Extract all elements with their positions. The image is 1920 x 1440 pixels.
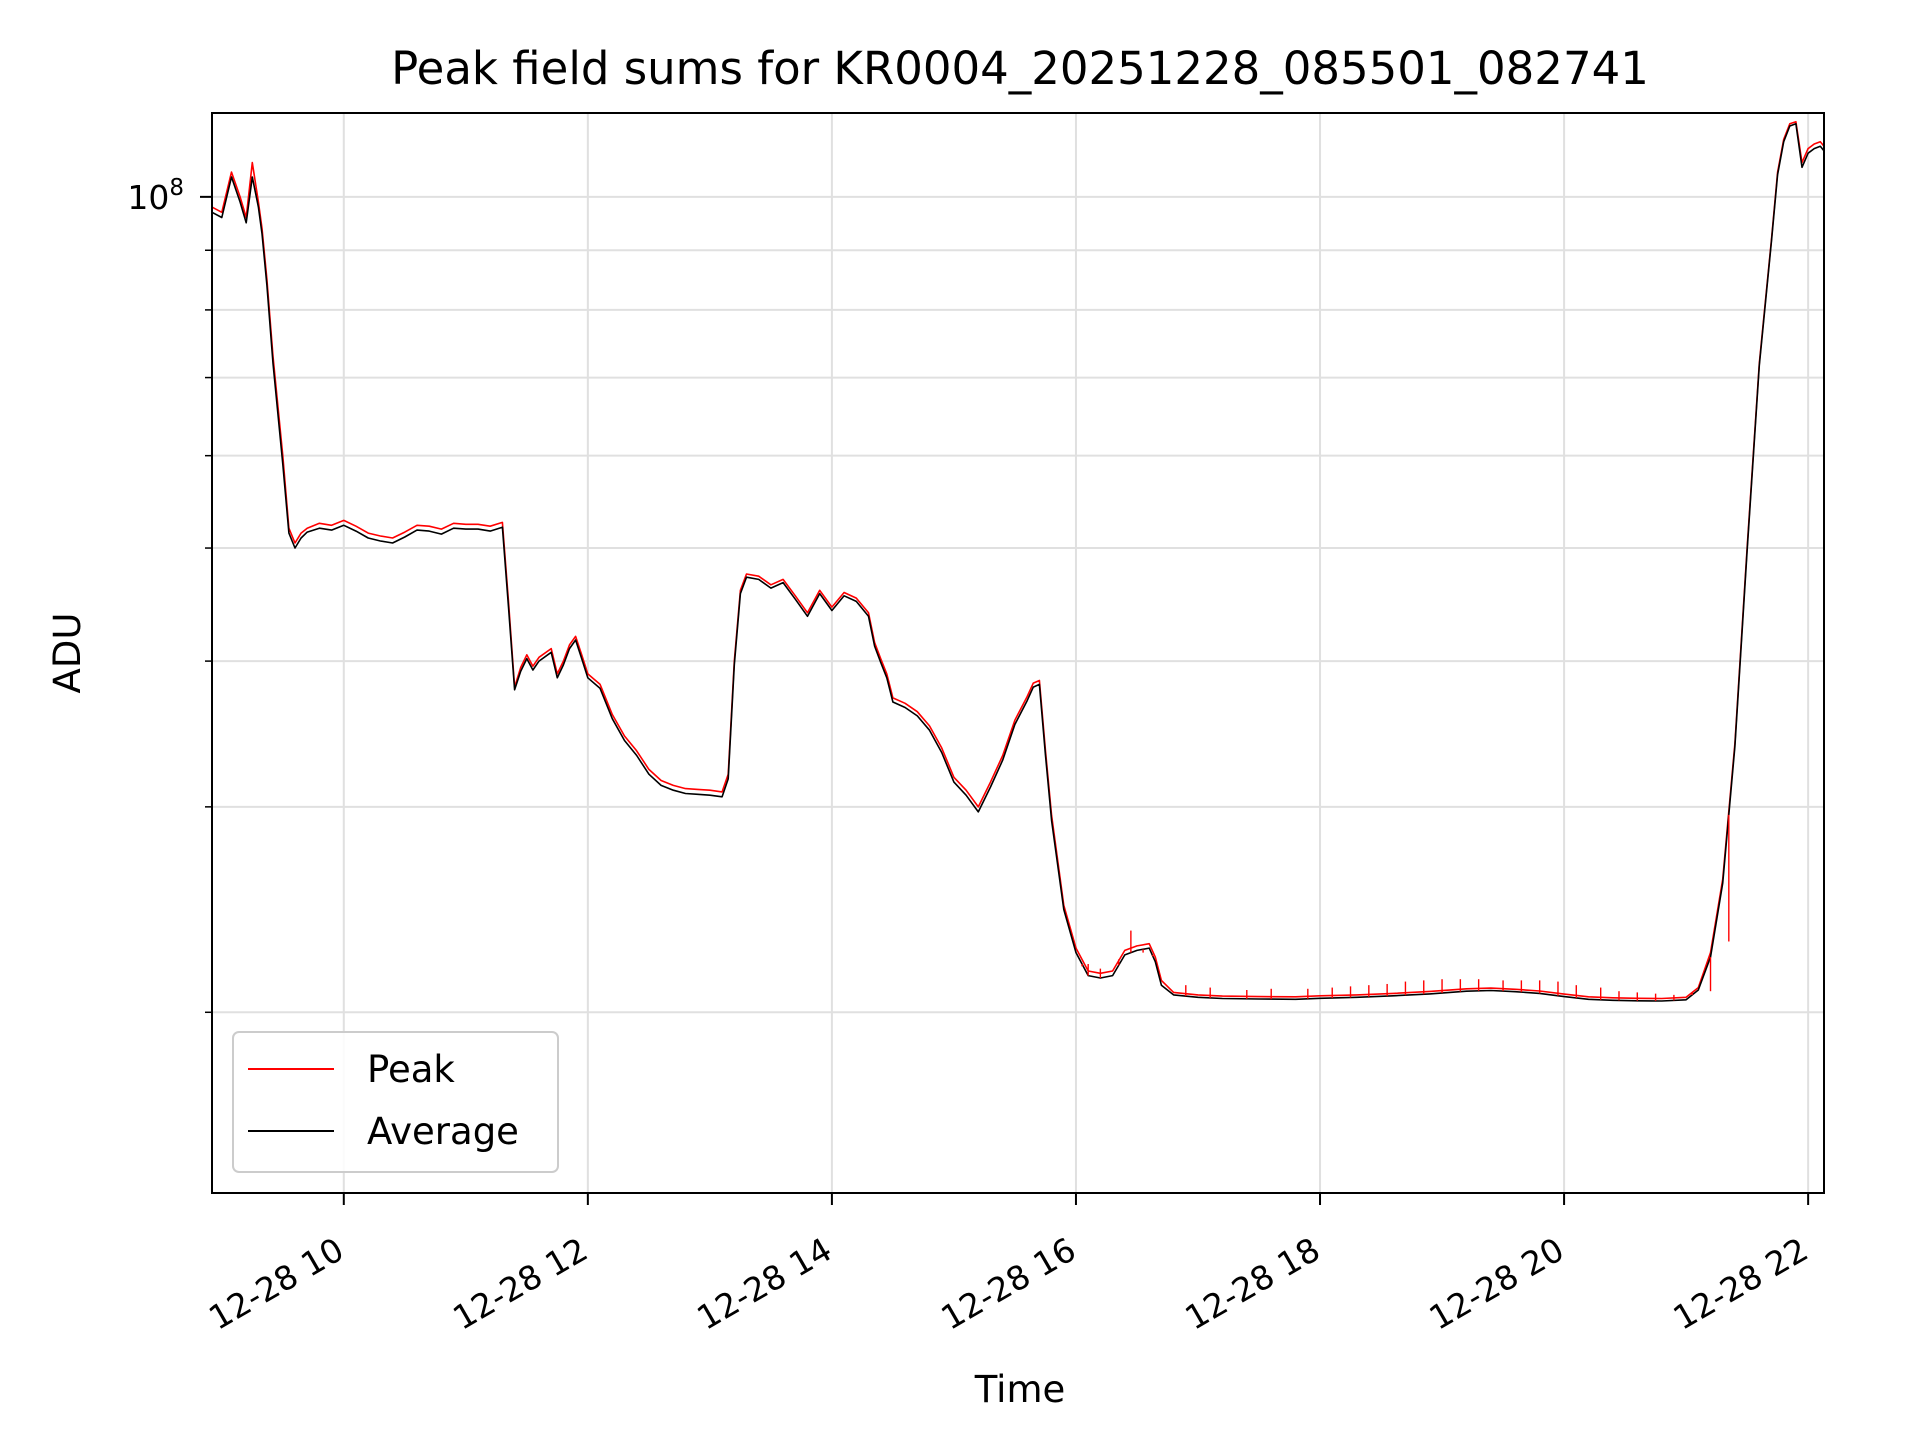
series-line-average — [211, 123, 1825, 1002]
x-axis-label: Time — [974, 1368, 1066, 1411]
legend: Peak Average — [232, 1031, 559, 1173]
y-axis-label: ADU — [46, 613, 89, 694]
legend-box — [232, 1031, 559, 1173]
series-layer — [211, 120, 1825, 1002]
y-tick-label: 108 — [127, 175, 184, 217]
legend-label-peak: Peak — [367, 1048, 455, 1091]
plot-frame — [211, 112, 1825, 1194]
chart-title: Peak field sums for KR0004_20251228_0855… — [391, 42, 1649, 95]
grid-layer — [212, 113, 1824, 1193]
legend-label-average: Average — [367, 1110, 519, 1153]
